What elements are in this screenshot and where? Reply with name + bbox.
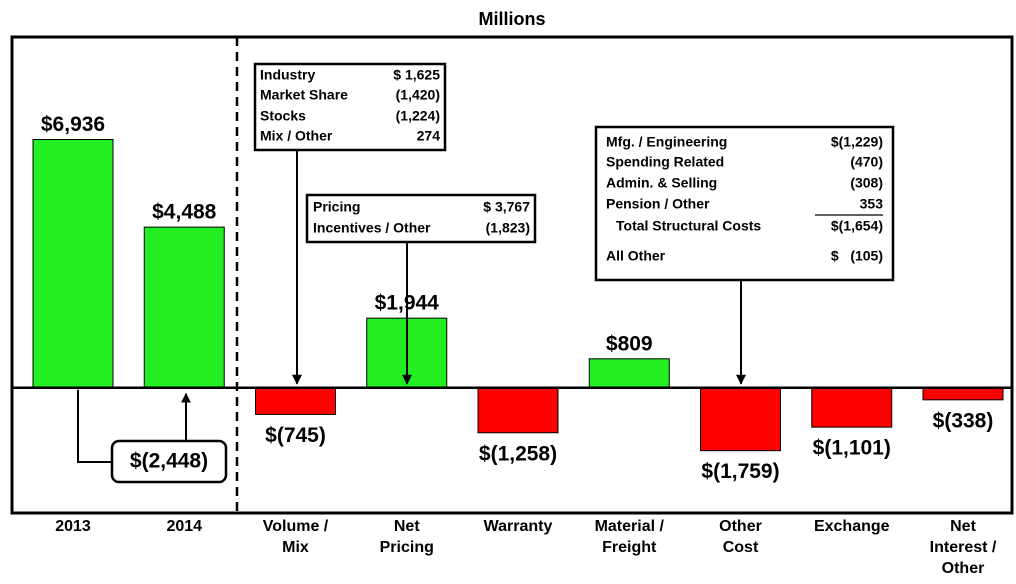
callout-label: Mfg. / Engineering: [606, 134, 727, 150]
x-tick-label: Warranty: [484, 518, 553, 535]
x-tick-label: Other Cost: [719, 518, 762, 556]
value-label: $6,936: [41, 113, 105, 136]
x-tick-label: 2014: [166, 518, 202, 535]
x-tick-label: Net Interest / Other: [930, 518, 997, 577]
chart-title: Millions: [479, 9, 546, 29]
value-label: $(1,101): [813, 437, 891, 460]
callout-value: $(1,229): [831, 134, 883, 150]
difference-label: $(2,448): [130, 450, 208, 473]
x-tick-label: Volume / Mix: [263, 518, 329, 556]
x-tick-label: Exchange: [814, 518, 890, 535]
bar: [255, 387, 336, 415]
callout-label: Industry: [260, 67, 315, 83]
callout-value: $ (105): [831, 248, 883, 264]
callout-label: Spending Related: [606, 154, 724, 170]
bar: [588, 358, 670, 389]
callout-label: Pension / Other: [606, 196, 710, 212]
x-tick-label: Net Pricing: [380, 518, 434, 556]
callout-label: Pricing: [313, 199, 360, 215]
bar: [143, 226, 225, 389]
callout-value: 353: [860, 196, 884, 212]
callout-box: [594, 125, 895, 282]
value-label: $(338): [933, 409, 994, 432]
callout-label: Market Share: [260, 87, 348, 103]
callout-label: Mix / Other: [260, 128, 333, 144]
plot-frame: [10, 35, 1014, 515]
callout-value: (470): [850, 154, 883, 170]
callout-value: (1,224): [396, 108, 440, 124]
callout-value: (1,823): [486, 220, 530, 236]
bar: [922, 387, 1004, 401]
callout-label: Total Structural Costs: [616, 218, 761, 234]
value-label: $(1,258): [479, 442, 557, 465]
value-label: $809: [606, 332, 653, 355]
difference-box: [110, 439, 228, 484]
bar: [32, 139, 114, 389]
callout-value: $(1,654): [831, 218, 883, 234]
callout-value: 274: [417, 128, 441, 144]
callout-value: $ 3,767: [483, 199, 530, 215]
value-label: $(1,759): [701, 460, 779, 483]
callout-label: Stocks: [260, 108, 306, 124]
bar: [477, 387, 559, 434]
x-tick-label: 2013: [55, 518, 91, 535]
callout-value: (308): [850, 175, 883, 191]
bar: [811, 387, 893, 428]
callout-box: [305, 193, 537, 244]
callout-value: (1,420): [396, 87, 440, 103]
callout-value: $ 1,625: [393, 67, 440, 83]
value-label: $4,488: [152, 201, 217, 224]
x-tick-label: Material / Freight: [595, 518, 665, 556]
value-label: $(745): [265, 424, 326, 447]
bar: [700, 387, 781, 452]
callout-box: [253, 62, 447, 152]
bracket: [77, 389, 112, 463]
callout-label: All Other: [606, 248, 666, 264]
callout-label: Incentives / Other: [313, 220, 431, 236]
callout-label: Admin. & Selling: [606, 175, 717, 191]
